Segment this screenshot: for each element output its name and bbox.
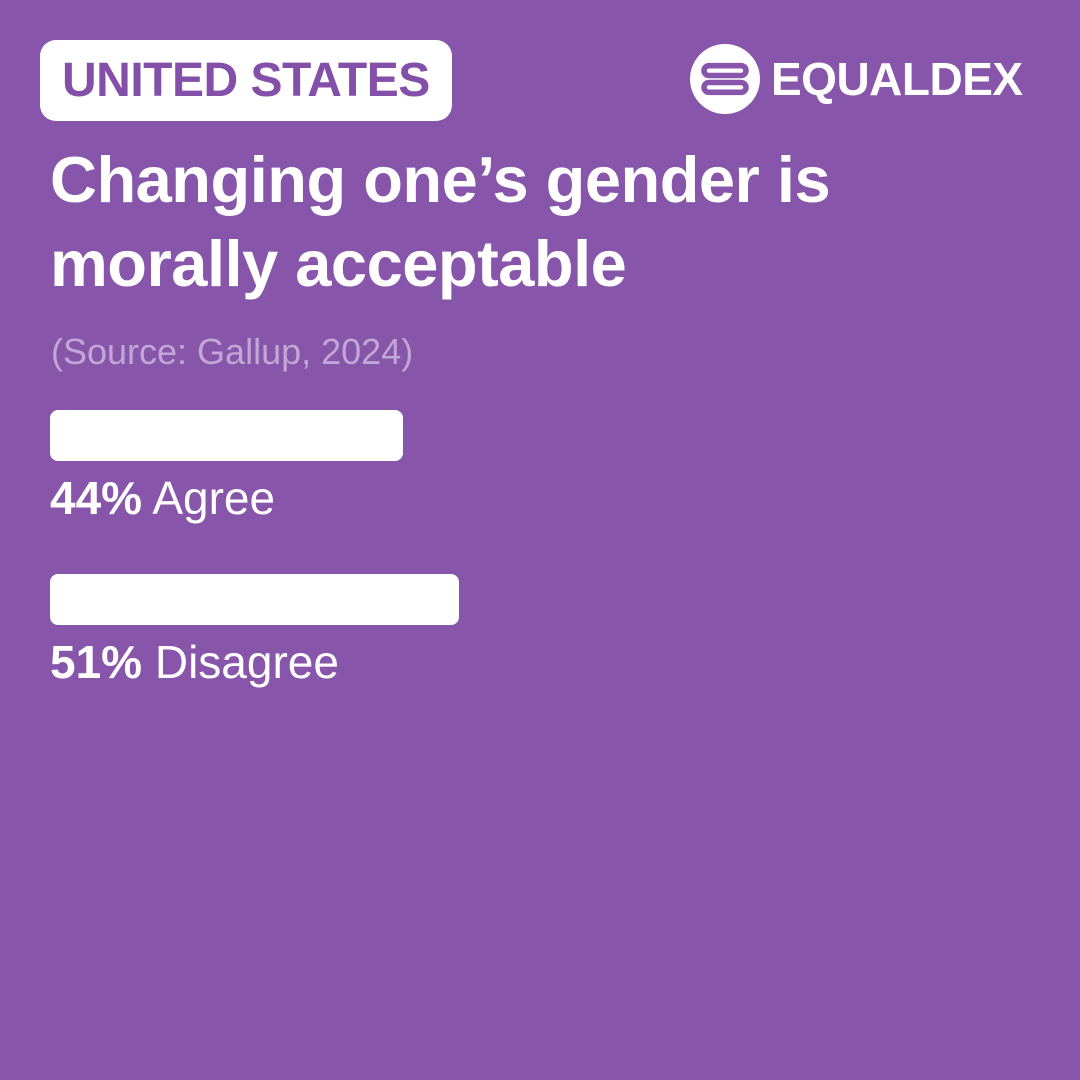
bar-value-label: 51% [50, 636, 143, 688]
brand-logo: EQUALDEX [690, 43, 1023, 115]
bar-value-label: 44% [50, 472, 143, 524]
bar-row: 44% Agree [50, 410, 1030, 527]
bar-label: 51% Disagree [50, 633, 1030, 691]
country-badge: UNITED STATES [40, 40, 452, 121]
bar-label: 44% Agree [50, 469, 1030, 527]
chart-source: (Source: Gallup, 2024) [51, 331, 414, 372]
bar-category-label: Agree [152, 472, 276, 524]
bar-category-label: Disagree [154, 636, 339, 688]
equaldex-logo-icon [690, 44, 760, 114]
country-name: UNITED STATES [62, 53, 430, 107]
bar-row: 51% Disagree [50, 574, 1030, 691]
bar-agree [50, 410, 403, 461]
bar-disagree [50, 574, 459, 625]
brand-name: EQUALDEX [771, 53, 1023, 105]
chart-title: Changing one’s gender is morally accepta… [50, 143, 831, 300]
